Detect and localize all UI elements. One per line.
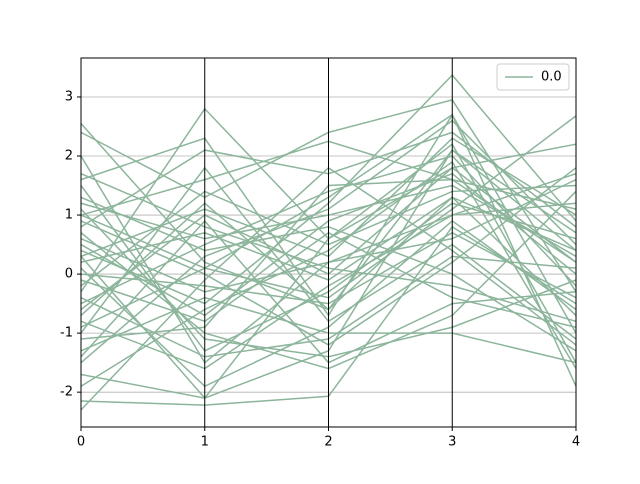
x-tick-label: 3 [448, 435, 456, 450]
y-tick-label: 1 [65, 208, 73, 223]
x-tick-label: 1 [201, 435, 209, 450]
x-tick-label: 2 [324, 435, 332, 450]
y-tick-label: 2 [65, 149, 73, 164]
y-tick-label: -2 [60, 385, 73, 400]
x-tick-label: 4 [572, 435, 580, 450]
y-tick-label: 3 [65, 89, 73, 104]
legend: 0.0 [496, 63, 570, 91]
y-tick-label: -1 [60, 326, 73, 341]
y-tick-label: 0 [65, 267, 73, 282]
x-tick-label: 0 [77, 435, 85, 450]
plot-frame [80, 57, 577, 428]
legend-label: 0.0 [541, 70, 562, 85]
